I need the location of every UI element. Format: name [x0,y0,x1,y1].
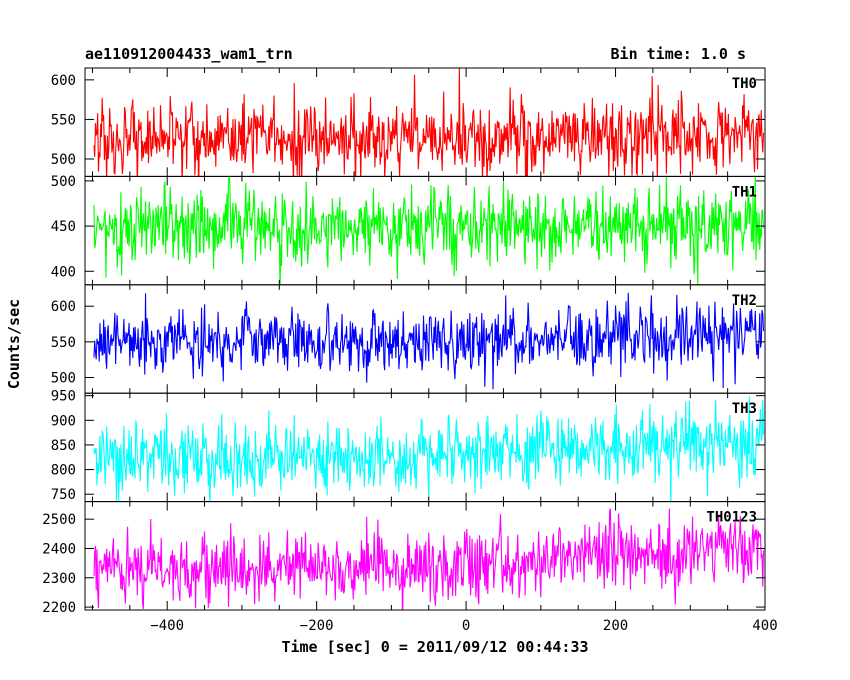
lightcurve-th2 [93,292,765,390]
y-tick-label-th0123: 2300 [42,571,76,587]
y-tick-label-th1: 400 [51,264,76,280]
y-tick-label-th0: 500 [51,152,76,168]
panel-name-th0: TH0 [732,76,757,92]
y-tick-label-th2: 500 [51,371,76,387]
x-axis-label: Time [sec] 0 = 2011/09/12 00:44:33 [281,638,589,656]
y-tick-label-th3: 900 [51,413,76,429]
y-tick-label-th0: 600 [51,73,76,89]
y-tick-label-th2: 550 [51,335,76,351]
panel-name-th2: TH2 [732,293,757,309]
panel-name-th1: TH1 [732,184,757,200]
y-tick-label-th0123: 2500 [42,512,76,528]
panel-name-th3: TH3 [732,401,757,417]
lightcurve-th0 [93,68,765,177]
bin-time-label: Bin time: 1.0 s [610,45,746,63]
observation-id-label: ae110912004433_wam1_trn [85,45,293,63]
x-tick-label: 0 [462,618,470,634]
y-tick-label-th1: 500 [51,174,76,190]
y-tick-label-th0123: 2200 [42,600,76,616]
y-tick-label-th3: 750 [51,487,76,503]
x-tick-label: 200 [603,618,628,634]
y-tick-label-th3: 800 [51,463,76,479]
panel-name-th0123: TH0123 [706,510,757,526]
y-tick-label-th1: 450 [51,219,76,235]
y-tick-label-th0: 550 [51,112,76,128]
x-tick-label: −200 [300,618,334,634]
y-tick-label-th2: 600 [51,299,76,315]
lightcurve-th1 [93,176,765,285]
panel-frame-th0123 [84,501,766,611]
x-tick-label: −400 [150,618,184,634]
lightcurve-th0123 [93,508,765,611]
lightcurve-th3 [93,396,765,502]
y-tick-label-th3: 950 [51,389,76,405]
y-axis-label: Counts/sec [5,298,23,390]
x-tick-label: 400 [752,618,777,634]
y-tick-label-th3: 850 [51,438,76,454]
y-tick-label-th0123: 2400 [42,541,76,557]
